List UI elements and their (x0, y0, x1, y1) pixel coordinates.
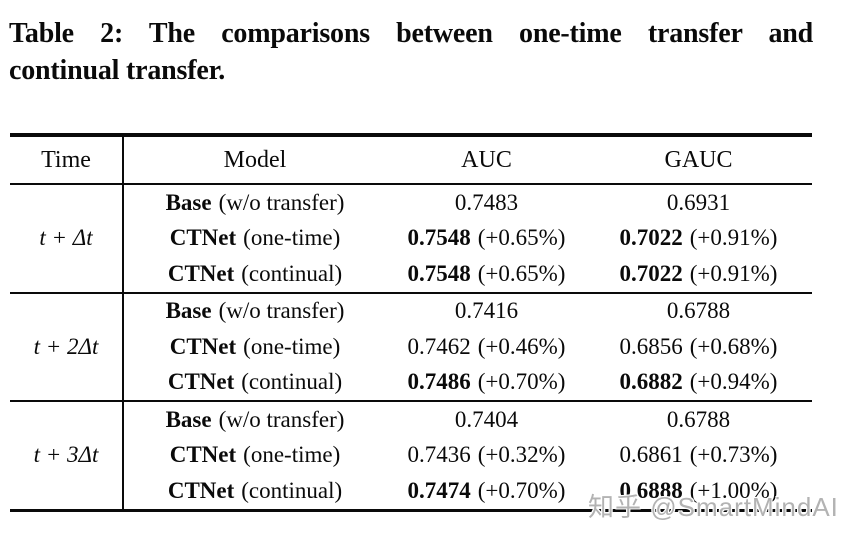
bottom-rule (10, 508, 812, 512)
model-cell: CTNet (continual) (122, 256, 388, 292)
time-group-1: t + Δt Base (w/o transfer) 0.7483 0.6931… (10, 185, 812, 292)
model-cell: Base (w/o transfer) (122, 185, 388, 221)
time-group-3: t + 3Δt Base (w/o transfer) 0.7404 0.678… (10, 402, 812, 509)
auc-value: 0.7486 (407, 369, 471, 395)
auc-cell: 0.7486 (+0.70%) (388, 365, 585, 401)
gauc-cell: 0.6861 (+0.73%) (585, 438, 812, 474)
model-name: CTNet (169, 442, 237, 468)
column-header-gauc: GAUC (664, 146, 733, 173)
column-header-auc: AUC (461, 146, 512, 173)
auc-value: 0.7474 (407, 477, 471, 503)
model-name: CTNet (167, 260, 235, 286)
model-name: Base (165, 298, 212, 324)
caption-line-2: continual transfer. (9, 55, 226, 86)
auc-cell: 0.7483 (388, 185, 585, 221)
gauc-cell: 0.6888 (+1.00%) (585, 473, 812, 509)
time-group-2: t + 2Δt Base (w/o transfer) 0.7416 0.678… (10, 294, 812, 401)
auc-value: 0.7548 (407, 260, 471, 286)
gauc-value: 0.6882 (619, 369, 683, 395)
auc-cell: 0.7416 (388, 294, 585, 330)
gauc-cell: 0.6856 (+0.68%) (585, 329, 812, 365)
model-name: Base (165, 406, 212, 432)
gauc-cell: 0.7022 (+0.91%) (585, 256, 812, 292)
gauc-delta: (+0.91%) (689, 225, 778, 251)
model-cell: CTNet (one-time) (122, 221, 388, 257)
model-cell: Base (w/o transfer) (122, 294, 388, 330)
gauc-value: 0.6861 (619, 442, 683, 468)
gauc-delta: (+1.00%) (689, 477, 778, 503)
auc-cell: 0.7548 (+0.65%) (388, 221, 585, 257)
table-caption: Table 2: The comparisons between one-tim… (9, 15, 813, 89)
gauc-cell: 0.6788 (585, 294, 812, 330)
model-note: (one-time) (243, 333, 341, 359)
table-header-row: Time Model AUC GAUC (10, 137, 812, 183)
gauc-delta: (+0.94%) (689, 369, 778, 395)
auc-delta: (+0.70%) (477, 369, 566, 395)
model-name: CTNet (169, 225, 237, 251)
auc-cell: 0.7548 (+0.65%) (388, 256, 585, 292)
gauc-delta: (+0.68%) (689, 333, 778, 359)
model-cell: CTNet (one-time) (122, 438, 388, 474)
auc-value: 0.7462 (407, 333, 471, 359)
auc-value: 0.7483 (454, 189, 519, 215)
time-label: t + Δt (39, 225, 93, 251)
caption-line-1: Table 2: The comparisons between one-tim… (9, 18, 813, 49)
model-note: (continual) (241, 369, 343, 395)
auc-cell: 0.7404 (388, 402, 585, 438)
gauc-delta: (+0.91%) (689, 260, 778, 286)
results-table: Time Model AUC GAUC t + Δt Base (w/o tra… (10, 133, 812, 512)
auc-delta: (+0.70%) (477, 477, 566, 503)
model-name: CTNet (167, 369, 235, 395)
header-rule (10, 183, 812, 185)
auc-cell: 0.7462 (+0.46%) (388, 329, 585, 365)
model-note: (one-time) (243, 225, 341, 251)
model-name: CTNet (167, 477, 235, 503)
gauc-cell: 0.6931 (585, 185, 812, 221)
model-cell: CTNet (continual) (122, 473, 388, 509)
gauc-value: 0.6931 (666, 189, 731, 215)
auc-value: 0.7548 (407, 225, 471, 251)
gauc-cell: 0.6882 (+0.94%) (585, 365, 812, 401)
auc-value: 0.7436 (407, 442, 471, 468)
auc-delta: (+0.65%) (477, 225, 566, 251)
time-label: t + 2Δt (33, 333, 99, 359)
model-cell: Base (w/o transfer) (122, 402, 388, 438)
column-header-model: Model (223, 146, 287, 173)
column-header-time: Time (41, 146, 91, 173)
auc-delta: (+0.46%) (477, 333, 566, 359)
auc-delta: (+0.65%) (477, 260, 566, 286)
model-note: (w/o transfer) (218, 406, 345, 432)
group-separator-rule (10, 291, 812, 294)
auc-cell: 0.7436 (+0.32%) (388, 438, 585, 474)
gauc-delta: (+0.73%) (689, 442, 778, 468)
time-label: t + 3Δt (33, 442, 99, 468)
gauc-cell: 0.7022 (+0.91%) (585, 221, 812, 257)
gauc-value: 0.6788 (666, 298, 731, 324)
model-note: (continual) (241, 477, 343, 503)
model-name: Base (165, 189, 212, 215)
auc-value: 0.7416 (454, 298, 519, 324)
model-cell: CTNet (continual) (122, 365, 388, 401)
auc-delta: (+0.32%) (477, 442, 566, 468)
top-rule (10, 133, 812, 137)
auc-cell: 0.7474 (+0.70%) (388, 473, 585, 509)
model-note: (w/o transfer) (218, 298, 345, 324)
group-separator-rule (10, 400, 812, 402)
gauc-cell: 0.6788 (585, 402, 812, 438)
model-note: (one-time) (243, 442, 341, 468)
watermark: 知乎 @SmartMindAI (588, 492, 839, 522)
column-divider-line (122, 137, 124, 509)
gauc-value: 0.7022 (619, 225, 683, 251)
gauc-value: 0.7022 (619, 260, 683, 286)
gauc-value: 0.6788 (666, 406, 731, 432)
gauc-value: 0.6888 (619, 477, 683, 503)
auc-value: 0.7404 (454, 406, 519, 432)
gauc-value: 0.6856 (619, 333, 683, 359)
model-cell: CTNet (one-time) (122, 329, 388, 365)
model-note: (w/o transfer) (218, 189, 345, 215)
model-note: (continual) (241, 260, 343, 286)
model-name: CTNet (169, 333, 237, 359)
